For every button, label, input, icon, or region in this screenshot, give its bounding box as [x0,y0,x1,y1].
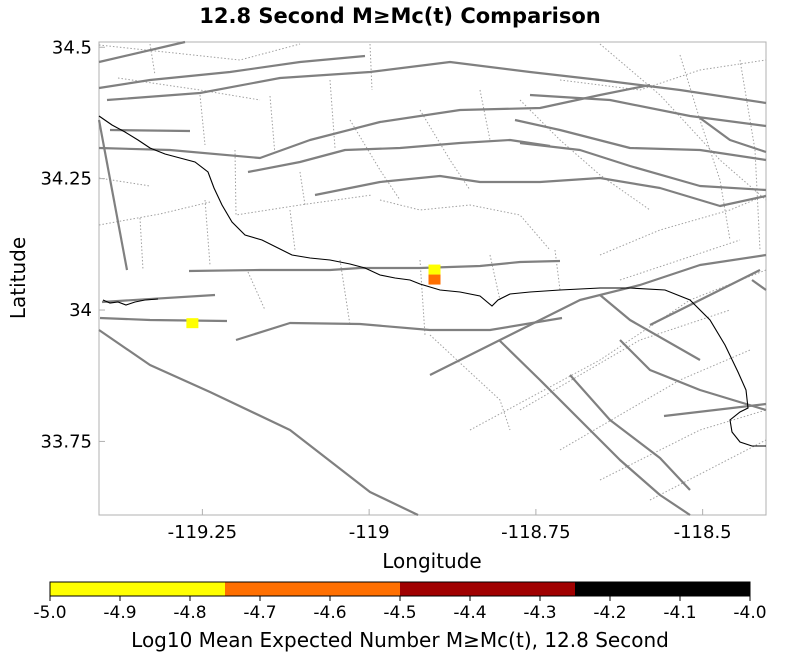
map-panel: -119.25 -119 -118.75 -118.5 34.5 34.25 34 33.7… [40,37,767,543]
solid-fault-trace [235,316,563,342]
colorbar-tick-label: -4.9 [103,603,136,623]
dotted-fault-trace [559,59,767,91]
solid-fault-trace [519,141,767,192]
solid-faults [97,40,767,516]
x-axis-ticks: -119.25 -119 -118.75 -118.5 [168,509,732,543]
solid-fault-trace [649,269,761,326]
dotted-fault-trace [369,43,373,91]
dotted-fault-trace [519,309,731,411]
colorbar-bin [575,582,750,596]
dotted-fault-trace [679,54,731,241]
dotted-fault-trace [204,199,211,266]
coastline-segment [98,115,766,447]
hazard-cell [186,318,199,329]
x-tick-label: -119.25 [168,522,237,543]
solid-fault-trace [98,329,419,516]
y-axis-title: Latitude [6,237,30,319]
colorbar-tick-label: -4.1 [663,603,696,623]
dotted-fault-trace [599,43,767,201]
dotted-fault-trace [98,177,151,187]
solid-fault-trace [569,374,691,491]
dotted-fault-trace [329,79,336,149]
hazard-cell [428,264,441,275]
solid-fault-trace [619,339,767,412]
colorbar-tick-label: -4.4 [453,603,486,623]
dotted-fault-trace [649,439,767,501]
solid-fault-trace [101,293,216,304]
y-axis-ticks: 34.5 34.25 34 33.75 [40,37,105,452]
dotted-fault-trace [619,239,741,281]
dotted-fault-trace [379,199,551,251]
hazard-cells [186,264,441,329]
dotted-fault-trace [599,409,767,481]
coastline-segment [102,298,159,306]
dotted-fault-trace [139,217,144,271]
solid-fault-trace [314,174,767,208]
dotted-fault-trace [199,94,206,146]
coastline [98,115,766,447]
map-title: 12.8 Second M≥Mc(t) Comparison [199,4,600,28]
dotted-faults [98,43,767,501]
dotted-fault-trace [269,95,276,156]
solid-fault-trace [98,40,186,64]
x-tick-label: -119 [349,522,390,543]
solid-fault-trace [751,279,767,291]
y-tick-label: 34 [69,300,92,321]
dotted-fault-trace [519,99,651,211]
colorbar: -5.0 -4.9 -4.8 -4.7 -4.6 -4.5 -4.4 -4.3 -4.2 -4.1… [33,581,767,652]
solid-fault-trace [599,294,701,361]
colorbar-tick-label: -4.2 [593,603,626,623]
dotted-fault-trace [479,89,491,141]
colorbar-tick-label: -4.0 [733,603,766,623]
x-tick-label: -118.5 [674,522,732,543]
hazard-cell [428,274,441,285]
dotted-fault-trace [429,334,511,431]
colorbar-bin [400,582,575,596]
colorbar-ticks: -5.0 -4.9 -4.8 -4.7 -4.6 -4.5 -4.4 -4.3 -4.2 -4.1… [33,596,767,623]
x-tick-label: -118.75 [501,522,570,543]
colorbar-tick-label: -4.3 [523,603,556,623]
y-tick-label: 34.25 [40,169,92,190]
solid-fault-trace [247,138,551,174]
colorbar-tick-label: -5.0 [33,603,66,623]
dotted-fault-trace [559,349,751,451]
colorbar-tick-label: -4.8 [173,603,206,623]
solid-fault-trace [429,253,767,376]
dotted-fault-trace [117,77,261,101]
solid-fault-trace [97,119,129,271]
solid-fault-trace [188,259,561,273]
y-tick-label: 34.5 [52,37,92,58]
dotted-fault-trace [98,43,301,61]
dotted-fault-trace [339,259,351,326]
dotted-fault-trace [469,269,767,431]
colorbar-tick-label: -4.5 [383,603,416,623]
x-axis-title: Longitude [382,549,481,573]
colorbar-bin [225,582,400,596]
solid-fault-trace [498,339,691,516]
y-tick-label: 33.75 [40,431,92,452]
solid-fault-trace [98,54,366,90]
solid-fault-trace [99,316,228,323]
solid-fault-trace [98,83,651,160]
colorbar-tick-label: -4.7 [243,603,276,623]
solid-fault-trace [109,128,191,133]
dotted-fault-trace [234,149,373,216]
dotted-fault-trace [489,254,501,301]
dotted-fault-trace [739,59,761,251]
colorbar-bin [50,582,225,596]
solid-fault-trace [663,402,767,418]
colorbar-title: Log10 Mean Expected Number M≥Mc(t), 12.8… [131,628,669,652]
dotted-fault-trace [599,194,767,256]
solid-fault-trace [699,117,767,154]
solid-fault-trace [529,93,767,128]
colorbar-tick-label: -4.6 [313,603,346,623]
colorbar-bins [50,582,750,596]
solid-fault-trace [106,60,767,105]
solid-fault-trace [514,118,767,162]
